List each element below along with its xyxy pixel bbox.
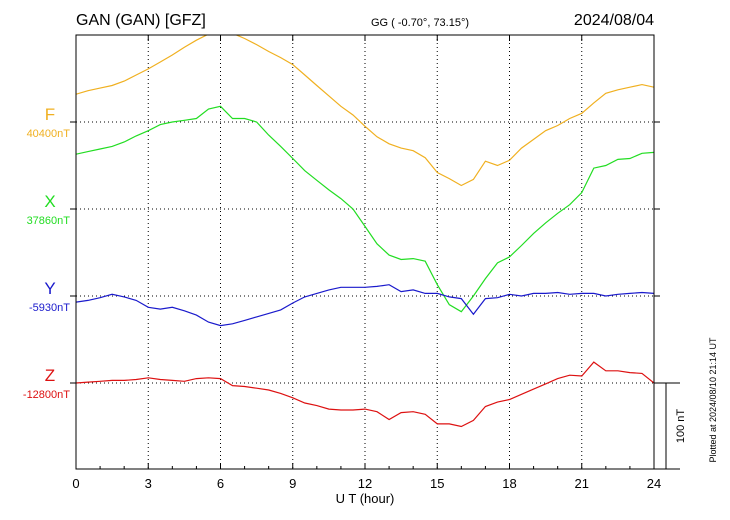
x-tick-label: 12 bbox=[358, 476, 372, 491]
plotted-at-note: Plotted at 2024/08/10 21:14 UT bbox=[708, 337, 718, 463]
x-tick-label: 0 bbox=[72, 476, 79, 491]
grid bbox=[76, 35, 654, 469]
x-axis-label: U T (hour) bbox=[336, 491, 395, 506]
series-name-z: Z bbox=[45, 366, 55, 385]
series-baseline-z: -12800nT bbox=[23, 389, 70, 401]
x-tick-label: 3 bbox=[145, 476, 152, 491]
x-tick-label: 21 bbox=[575, 476, 589, 491]
series-baseline-f: 40400nT bbox=[27, 128, 71, 140]
x-tick-label: 15 bbox=[430, 476, 444, 491]
station-title: GAN (GAN) [GFZ] bbox=[76, 12, 206, 29]
series-labels: F 40400nT X 37860nT Y -5930nT Z -12800nT bbox=[23, 105, 660, 401]
series-baseline-y: -5930nT bbox=[29, 302, 70, 314]
series-line-x bbox=[76, 105, 654, 313]
x-tick-label: 6 bbox=[217, 476, 224, 491]
scale-bar: 100 nT bbox=[654, 382, 687, 470]
date-label: 2024/08/04 bbox=[574, 12, 654, 29]
scale-bar-label: 100 nT bbox=[675, 409, 687, 444]
series-line-z bbox=[76, 361, 654, 428]
x-tick-label: 18 bbox=[502, 476, 516, 491]
series-name-y: Y bbox=[44, 279, 55, 298]
series-name-x: X bbox=[44, 192, 55, 211]
coordinates-label: GG ( -0.70°, 73.15°) bbox=[371, 17, 469, 29]
x-tick-label: 24 bbox=[647, 476, 661, 491]
series-name-f: F bbox=[45, 105, 55, 124]
series-layer bbox=[76, 35, 654, 428]
series-line-y bbox=[76, 284, 654, 327]
x-tick-label: 9 bbox=[289, 476, 296, 491]
series-line-f bbox=[76, 35, 654, 187]
x-axis: 0 3 6 9 12 15 18 21 24 bbox=[72, 35, 661, 491]
series-baseline-x: 37860nT bbox=[27, 215, 71, 227]
